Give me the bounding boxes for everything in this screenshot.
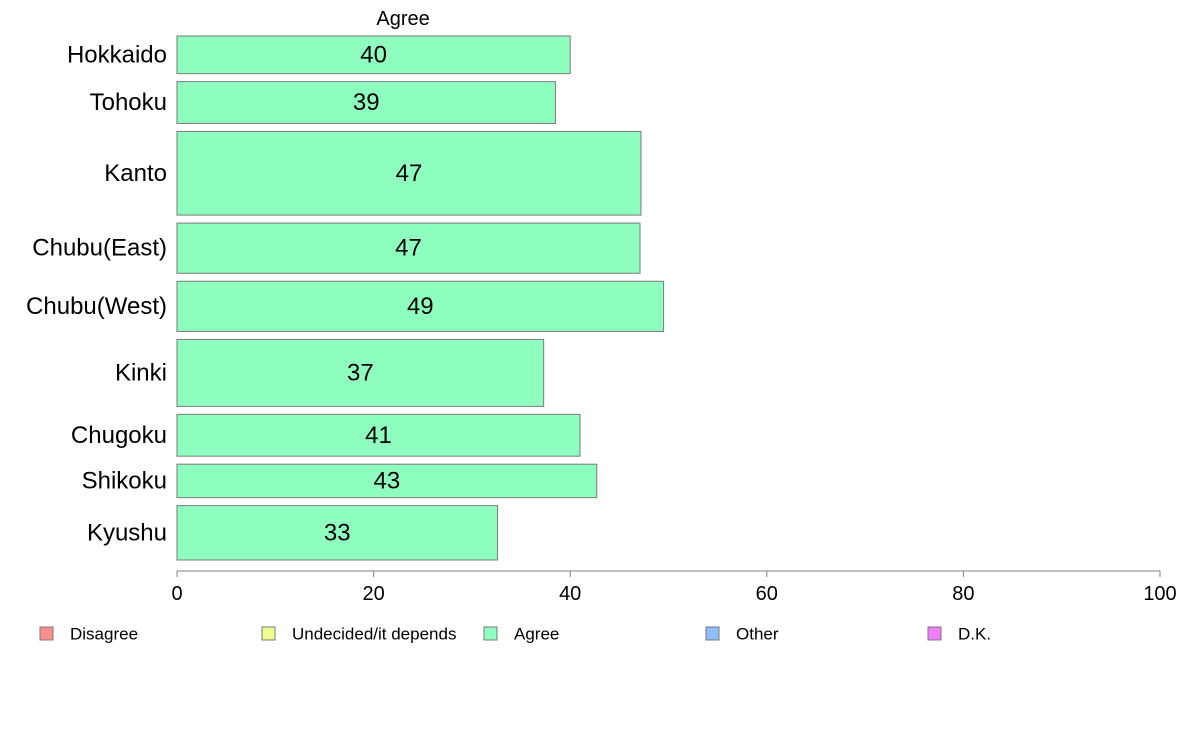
series-header-label: Agree [376,8,429,30]
bar-kyushu [176,505,498,561]
category-label: Chugoku [71,422,167,449]
legend-swatch-undecided-it-depends [261,626,276,641]
x-tick-label: 0 [171,583,182,605]
legend: Disagree Undecided/it depends Agree Other D.… [39,625,991,644]
legend-swatch-agree [483,626,498,641]
bar-chubu-west [176,280,665,332]
legend-label-undecided-it-depends: Undecided/it depends [292,625,456,644]
bar-kanto [176,130,642,216]
category-label: Tohoku [90,89,167,116]
legend-label-disagree: Disagree [70,625,138,644]
x-tick-label: 60 [756,583,778,605]
category-label: Hokkaido [67,41,167,68]
bar-value-label: 33 [324,519,351,546]
bar-value-label: 43 [374,467,401,494]
legend-label-other: Other [736,625,779,644]
legend-swatch-other [705,626,720,641]
legend-label-d-k: D.K. [958,625,991,644]
category-label: Kanto [104,160,167,187]
bar-chugoku [176,413,581,457]
bar-value-label: 39 [353,89,380,116]
bar-value-label: 47 [395,235,422,262]
x-tick-label: 40 [559,583,581,605]
category-label: Chubu(East) [32,235,167,262]
x-axis: 0 20 40 60 80 100 [171,570,1177,605]
bar-value-label: 49 [407,293,434,320]
bar-kinki [176,338,545,407]
bar-shikoku [176,463,598,499]
category-label: Shikoku [82,467,167,494]
category-label: Chubu(West) [26,293,167,320]
category-label: Kinki [115,359,167,386]
bars-group: 40 Hokkaido 39 Tohoku 47 Kanto 47 Chubu(East) 49… [26,35,665,561]
bar-value-label: 41 [365,422,392,449]
category-label: Kyushu [87,519,167,546]
bar-value-label: 40 [360,41,387,68]
bar-tohoku [176,81,556,124]
bar-hokkaido [176,35,571,75]
bar-chubu-east [176,222,641,274]
legend-label-agree: Agree [514,625,559,644]
x-tick-label: 20 [362,583,384,605]
x-tick-label: 100 [1143,583,1176,605]
legend-swatch-d-k [927,626,942,641]
bar-value-label: 47 [396,160,423,187]
bar-value-label: 37 [347,359,374,386]
legend-swatch-disagree [39,626,54,641]
x-tick-label: 80 [952,583,974,605]
